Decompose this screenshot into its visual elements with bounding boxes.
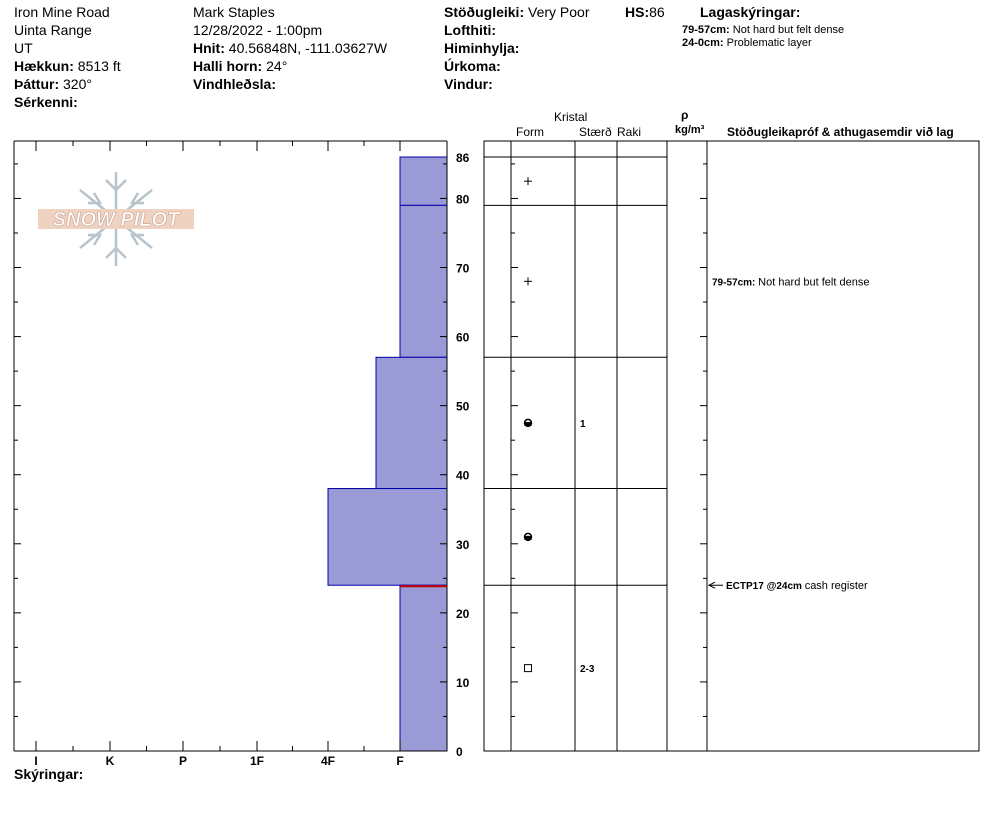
wind-label: Vindur: xyxy=(444,76,493,92)
hardness-bar xyxy=(375,356,448,490)
hardness-tick-label: P xyxy=(179,754,187,768)
coords-label: Hnit: xyxy=(193,40,225,56)
coords-row: Hnit: 40.56848N, -111.03627W xyxy=(193,39,387,57)
stability-test-note: cash register xyxy=(805,580,868,592)
layer-comment: 79-57cm: Not hard but felt dense xyxy=(712,276,869,288)
stability-test-label: ECTP17 @24cm xyxy=(726,581,805,592)
layer-note-range: 79-57cm: xyxy=(682,24,730,36)
slope-label: Halli horn: xyxy=(193,58,263,74)
layer-note: 24-0cm: Problematic layer xyxy=(682,37,812,50)
observer-name: Mark Staples xyxy=(193,4,275,20)
depth-label: 86 xyxy=(456,151,470,165)
layer-note-range: 24-0cm: xyxy=(682,37,724,49)
layer-comment-range: 79-57cm: xyxy=(712,277,758,288)
observation-datetime: 12/28/2022 - 1:00pm xyxy=(193,22,323,38)
depth-label: 30 xyxy=(456,538,470,552)
grain-size-value: 2-3 xyxy=(580,664,595,675)
rounded-grain-icon xyxy=(524,421,532,426)
mountain-range: Uinta Range xyxy=(14,22,92,38)
sky-label: Himinhylja: xyxy=(444,40,520,56)
hardness-tick-label: F xyxy=(396,754,403,768)
stability-test-result: ECTP17 @24cm cash register xyxy=(726,580,868,592)
slope-row: Halli horn: 24° xyxy=(193,57,287,75)
depth-label: 80 xyxy=(456,192,470,206)
state: UT xyxy=(14,40,33,56)
stability-row: Stöðugleiki: Very Poor xyxy=(444,3,590,21)
layer-notes-label: Lagaskýringar: xyxy=(700,4,801,20)
hardness-tick-label: 4F xyxy=(321,754,335,768)
hs-value: 86 xyxy=(649,4,665,20)
comments-header: Stöðugleikapróf & athugasemdir við lag xyxy=(727,125,954,139)
aspect-value: 320° xyxy=(63,76,92,92)
elevation-value: 8513 ft xyxy=(77,58,121,74)
depth-label: 40 xyxy=(456,469,470,483)
hs-row: HS:86 xyxy=(625,3,665,21)
layer-comment-text: Not hard but felt dense xyxy=(758,276,869,288)
square-icon xyxy=(524,664,532,673)
hardness-bar xyxy=(399,204,448,358)
elevation-row: Hækkun: 8513 ft xyxy=(14,57,121,75)
hs-label: HS: xyxy=(625,4,650,20)
stability-value: Very Poor xyxy=(528,4,590,20)
grain-size-value: 1 xyxy=(580,419,586,430)
hardness-bar xyxy=(327,488,448,586)
legend-label: Skýringar: xyxy=(14,766,84,782)
depth-label: 20 xyxy=(456,607,470,621)
depth-label: 0 xyxy=(456,745,463,759)
hardness-tick-label: I xyxy=(34,754,37,768)
aspect-row: Þáttur: 320° xyxy=(14,75,92,93)
depth-label: 70 xyxy=(456,262,470,276)
crystal-header: Kristal xyxy=(554,110,588,124)
hardness-bar xyxy=(399,584,448,752)
moisture-header: Raki xyxy=(617,125,642,139)
elevation-label: Hækkun: xyxy=(14,58,74,74)
density-symbol: ρ xyxy=(681,108,689,122)
aspect-label: Þáttur: xyxy=(14,76,60,92)
precip-label: Úrkoma: xyxy=(444,58,501,74)
layer-note-text: Problematic layer xyxy=(726,37,812,49)
air-temp-label: Lofthiti: xyxy=(444,22,497,38)
test-arrow-icon xyxy=(707,581,716,589)
coords-value: 40.56848N, -111.03627W xyxy=(228,40,388,56)
depth-label: 60 xyxy=(456,331,470,345)
form-header: Form xyxy=(516,125,544,139)
density-unit: kg/m³ xyxy=(675,124,705,136)
stability-label: Stöðugleiki: xyxy=(444,4,525,20)
depth-label: 50 xyxy=(456,400,470,414)
location-name: Iron Mine Road xyxy=(14,4,110,20)
depth-label: 10 xyxy=(456,676,470,690)
layer-table-frame xyxy=(483,140,980,752)
layer-note-text: Not hard but felt dense xyxy=(732,24,845,36)
hardness-tick-label: K xyxy=(106,754,115,768)
wind-loading-label: Vindhleðsla: xyxy=(193,76,276,92)
size-header: Stærð xyxy=(579,125,612,139)
layer-note: 79-57cm: Not hard but felt dense xyxy=(682,24,844,37)
slope-value: 24° xyxy=(266,58,288,74)
rounded-grain-icon xyxy=(524,535,532,540)
hardness-bar xyxy=(399,156,448,206)
hardness-tick-label: 1F xyxy=(250,754,264,768)
features-label: Sérkenni: xyxy=(14,94,78,110)
